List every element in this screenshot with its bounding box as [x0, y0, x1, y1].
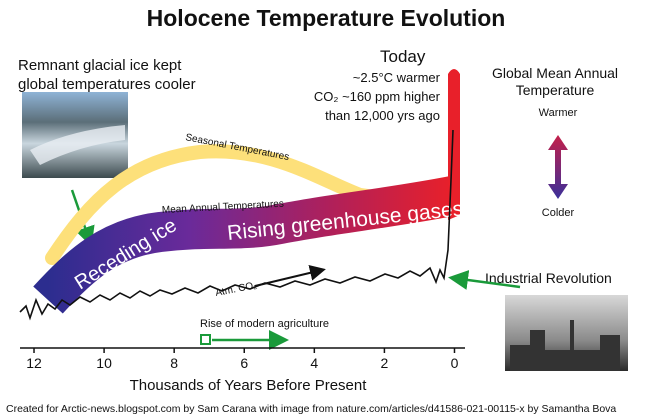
- glacier-ice: [30, 125, 125, 165]
- note: Remnant glacial ice kept: [18, 57, 182, 74]
- x-axis-label: Thousands of Years Before Present: [130, 377, 368, 394]
- arrow: [448, 270, 521, 290]
- today-line: than 12,000 yrs ago: [325, 108, 440, 123]
- x-tick-label: 0: [451, 355, 459, 371]
- legend-warmer: Warmer: [539, 107, 578, 119]
- agriculture-label: Rise of modern agriculture: [200, 318, 329, 330]
- arrow: [254, 265, 326, 287]
- credit: Created for Arctic-news.blogspot.com by …: [6, 403, 616, 415]
- x-tick-label: 2: [381, 355, 389, 371]
- x-tick-label: 6: [240, 355, 248, 371]
- x-axis: 12 10 8 6 4 2 0: [20, 347, 465, 371]
- legend-arrow: [548, 135, 568, 199]
- x-tick-label: 4: [310, 355, 318, 371]
- curve-label: Atm. CO₂: [214, 280, 258, 299]
- x-tick-label: 10: [96, 355, 112, 371]
- legend-title: Temperature: [516, 82, 595, 98]
- agriculture-marker: [200, 334, 211, 345]
- legend-colder: Colder: [542, 207, 575, 219]
- today-heading: Today: [380, 47, 426, 66]
- today-line: CO₂ ~160 ppm higher: [314, 89, 441, 104]
- legend-title: Global Mean Annual: [492, 65, 618, 81]
- factory-silhouette: [510, 320, 620, 371]
- mean-annual-band: [33, 176, 456, 314]
- industrial-label: Industrial Revolution: [485, 270, 612, 286]
- co2-curve: [19, 129, 454, 321]
- x-tick-label: 12: [26, 355, 42, 371]
- title: Holocene Temperature Evolution: [147, 5, 506, 31]
- note: global temperatures cooler: [18, 76, 196, 93]
- seasonal-curve: [45, 144, 427, 265]
- today-line: ~2.5°C warmer: [353, 70, 441, 85]
- x-tick-label: 8: [170, 355, 178, 371]
